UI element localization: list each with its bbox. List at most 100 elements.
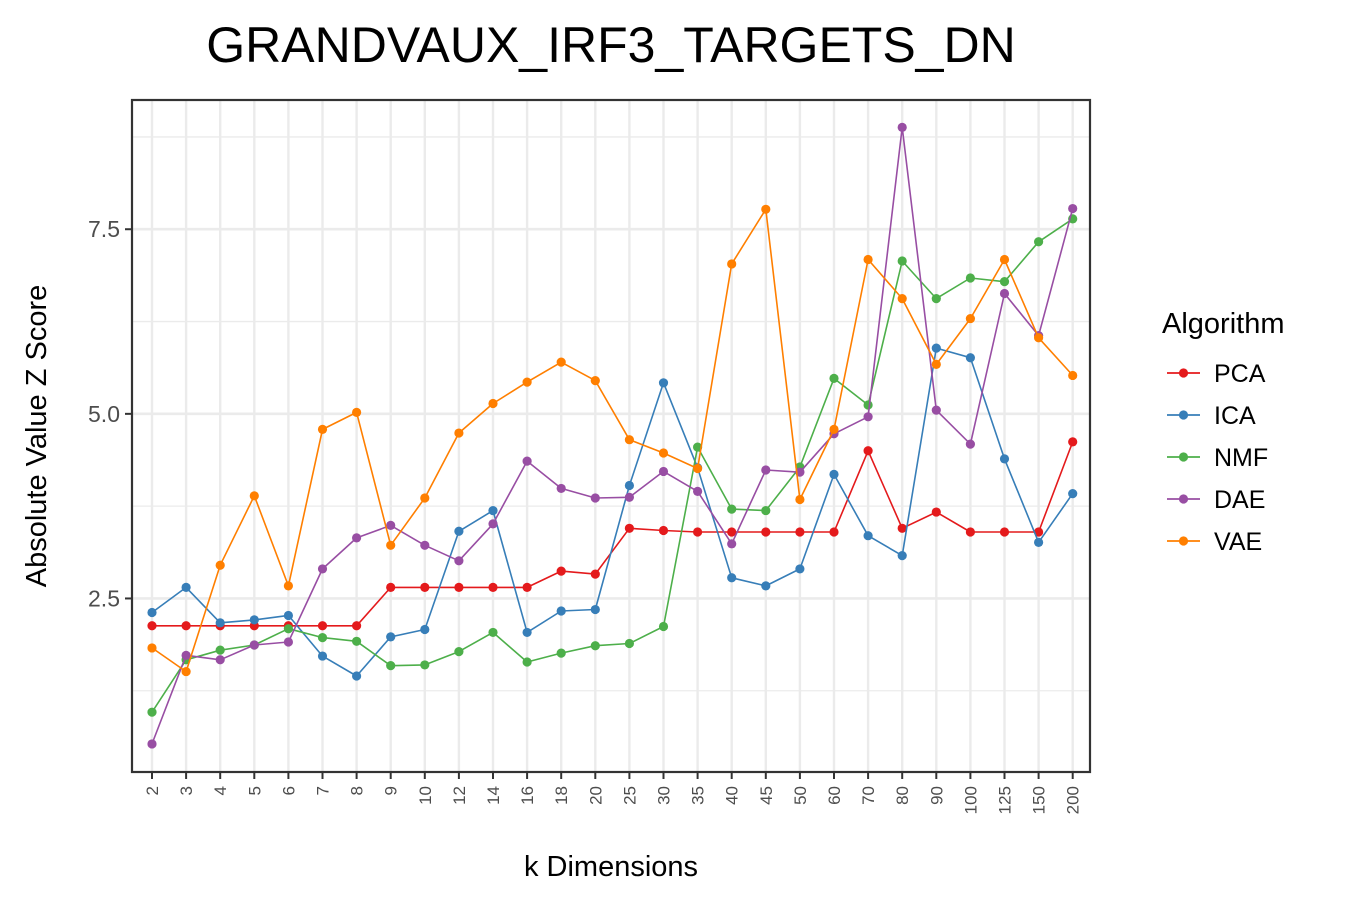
data-point	[829, 373, 839, 383]
data-point	[420, 660, 430, 670]
data-point	[965, 527, 976, 537]
data-point	[317, 424, 328, 434]
data-point	[761, 581, 771, 591]
data-point	[522, 582, 532, 592]
series-line	[151, 218, 1074, 713]
data-point	[488, 627, 498, 638]
data-point	[317, 621, 328, 631]
x-tick-label: 5	[245, 786, 264, 795]
x-tick-label: 35	[689, 786, 708, 805]
data-point	[999, 288, 1010, 299]
data-point	[727, 527, 737, 537]
data-point	[1034, 537, 1044, 547]
x-tick-label: 9	[382, 786, 401, 795]
x-tick-label: 100	[961, 786, 980, 814]
data-point	[897, 551, 907, 561]
data-point	[556, 357, 566, 367]
x-tick-label: 7	[314, 786, 333, 795]
series-line	[151, 208, 1074, 673]
x-tick-label: 6	[279, 786, 298, 795]
data-point	[897, 122, 907, 132]
y-tick-label: 7.5	[88, 216, 120, 242]
data-point	[931, 405, 941, 415]
data-point	[420, 624, 430, 635]
data-point	[624, 435, 635, 445]
x-tick-label: 3	[177, 786, 196, 795]
data-point	[999, 454, 1010, 464]
data-point	[386, 632, 396, 642]
series-layer	[147, 122, 1078, 749]
x-tick-label: 40	[723, 786, 742, 805]
data-point	[624, 480, 635, 491]
data-point	[454, 647, 464, 657]
data-point	[897, 256, 907, 266]
data-point	[624, 638, 635, 649]
data-point	[863, 531, 873, 541]
data-point	[420, 582, 430, 592]
data-point	[181, 650, 191, 660]
x-tick-label: 2	[143, 786, 162, 795]
data-point	[931, 359, 941, 369]
plot-border	[130, 98, 1092, 774]
x-tick-label: 90	[927, 786, 946, 805]
chart-title: GRANDVAUX_IRF3_TARGETS_DN	[206, 17, 1015, 73]
data-point	[931, 294, 941, 304]
data-point	[658, 378, 669, 388]
data-point	[590, 569, 600, 579]
data-point	[658, 448, 669, 458]
data-point	[522, 456, 532, 466]
data-point	[965, 313, 976, 324]
legend-key-point	[1178, 410, 1189, 420]
data-point	[522, 627, 532, 638]
data-point	[352, 621, 362, 631]
data-point	[1068, 489, 1078, 499]
data-point	[283, 610, 293, 621]
data-point	[522, 657, 532, 667]
x-tick-label: 125	[996, 786, 1015, 814]
data-point	[488, 519, 498, 529]
data-point	[658, 466, 669, 477]
data-point	[352, 671, 362, 681]
legend-item-vae: VAE	[1167, 528, 1262, 556]
data-point	[454, 428, 464, 438]
data-point	[352, 407, 362, 417]
data-point	[352, 636, 362, 646]
y-axis: 2.5 5.0 7.5	[88, 216, 132, 611]
data-point	[727, 504, 737, 514]
x-tick-label: 12	[450, 786, 469, 805]
data-point	[488, 582, 498, 592]
data-point	[590, 493, 600, 503]
x-tick-label: 25	[620, 786, 639, 805]
x-tick-label: 60	[825, 786, 844, 805]
data-point	[965, 273, 976, 283]
legend: Algorithm PCA ICA NMF DAE VAE	[1162, 308, 1285, 556]
data-point	[488, 505, 498, 516]
data-point	[317, 633, 328, 643]
x-tick-label: 14	[484, 786, 503, 805]
x-tick-label: 8	[348, 786, 367, 795]
data-point	[863, 412, 873, 422]
data-point	[249, 615, 259, 625]
legend-label: DAE	[1214, 486, 1265, 514]
legend-item-dae: DAE	[1167, 486, 1265, 514]
data-point	[283, 624, 293, 634]
data-point	[386, 582, 396, 592]
data-point	[1034, 237, 1044, 247]
data-point	[556, 483, 566, 494]
data-point	[556, 566, 566, 576]
series-line	[151, 347, 1074, 677]
data-point	[215, 618, 225, 628]
data-point	[249, 491, 259, 501]
data-point	[1034, 333, 1044, 343]
data-point	[420, 540, 430, 550]
data-point	[556, 648, 566, 658]
series-vae	[147, 204, 1078, 677]
legend-key-point	[1178, 452, 1189, 462]
data-point	[386, 661, 396, 671]
legend-label: VAE	[1214, 528, 1262, 556]
data-point	[181, 666, 191, 677]
series-ica	[147, 343, 1078, 681]
data-point	[761, 204, 771, 214]
x-tick-label: 150	[1030, 786, 1049, 814]
